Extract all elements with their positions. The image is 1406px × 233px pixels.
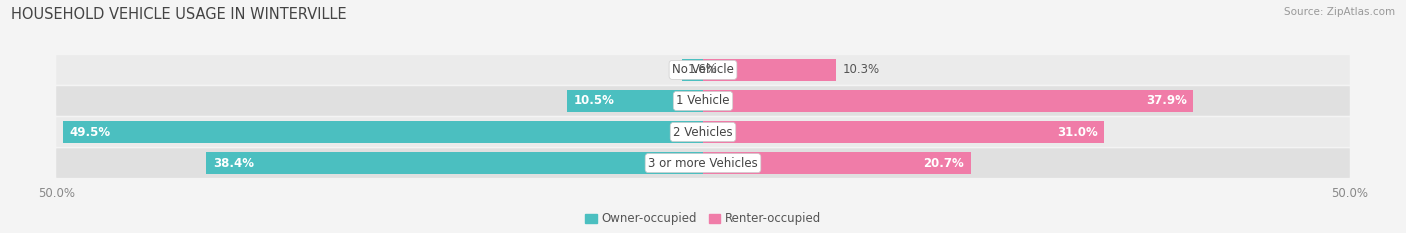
Text: 20.7%: 20.7% — [924, 157, 965, 170]
Bar — [682, 59, 703, 81]
Text: 37.9%: 37.9% — [1146, 94, 1187, 107]
Text: 49.5%: 49.5% — [69, 126, 110, 139]
Text: 2 Vehicles: 2 Vehicles — [673, 126, 733, 139]
FancyBboxPatch shape — [56, 117, 1350, 147]
Text: 31.0%: 31.0% — [1057, 126, 1098, 139]
Text: 3 or more Vehicles: 3 or more Vehicles — [648, 157, 758, 170]
Bar — [703, 121, 1104, 143]
Bar — [207, 152, 703, 174]
Text: 1.6%: 1.6% — [688, 63, 717, 76]
Bar — [703, 90, 1194, 112]
Bar — [567, 90, 703, 112]
Text: Source: ZipAtlas.com: Source: ZipAtlas.com — [1284, 7, 1395, 17]
Text: 1 Vehicle: 1 Vehicle — [676, 94, 730, 107]
Text: 10.3%: 10.3% — [842, 63, 880, 76]
Bar — [63, 121, 703, 143]
Text: No Vehicle: No Vehicle — [672, 63, 734, 76]
FancyBboxPatch shape — [56, 148, 1350, 178]
Bar — [703, 59, 837, 81]
FancyBboxPatch shape — [56, 86, 1350, 116]
Text: 38.4%: 38.4% — [212, 157, 253, 170]
FancyBboxPatch shape — [56, 55, 1350, 85]
Text: 10.5%: 10.5% — [574, 94, 614, 107]
Text: HOUSEHOLD VEHICLE USAGE IN WINTERVILLE: HOUSEHOLD VEHICLE USAGE IN WINTERVILLE — [11, 7, 347, 22]
Bar — [703, 152, 970, 174]
Legend: Owner-occupied, Renter-occupied: Owner-occupied, Renter-occupied — [585, 212, 821, 225]
